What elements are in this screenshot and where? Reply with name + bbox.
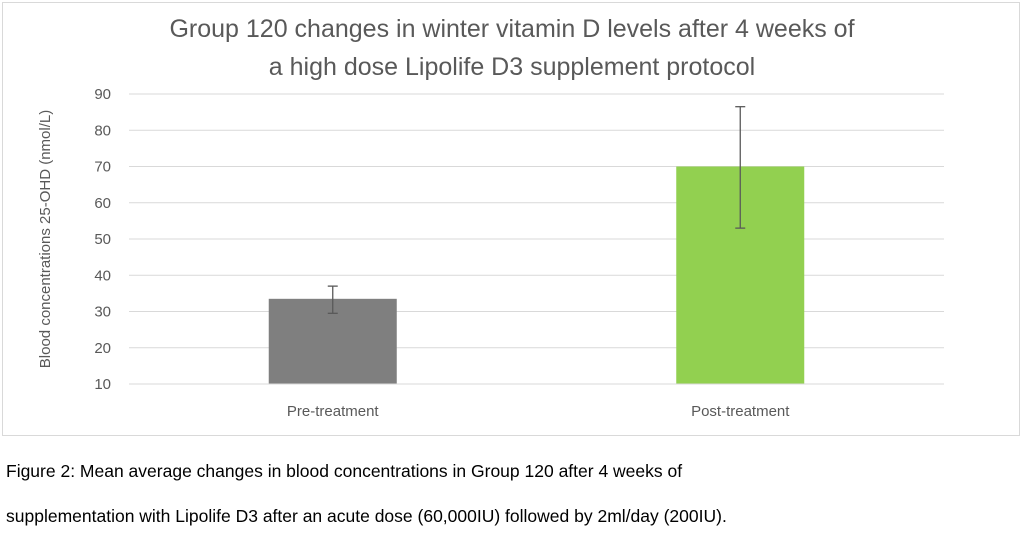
- chart-title-line-1: Group 120 changes in winter vitamin D le…: [169, 15, 855, 43]
- y-tick-label: 50: [94, 231, 111, 248]
- y-tick-label: 60: [94, 195, 111, 212]
- x-category-label: Post-treatment: [691, 403, 790, 420]
- bar-chart: 10 20 30 40 50 60 70 80 90 Blood concentrations 2…: [37, 86, 944, 420]
- y-tick-label: 90: [94, 86, 111, 103]
- y-tick-label: 40: [94, 267, 111, 284]
- y-tick-label: 20: [94, 340, 111, 357]
- y-axis-label: Blood concentrations 25-OHD (nmol/L): [37, 110, 54, 368]
- y-tick-label: 70: [94, 159, 111, 176]
- y-tick-label: 30: [94, 304, 111, 321]
- figure-caption-line-1: Figure 2: Mean average changes in blood …: [6, 461, 683, 481]
- y-tick-label: 80: [94, 122, 111, 139]
- chart-title-line-2: a high dose Lipolife D3 supplement proto…: [268, 53, 756, 81]
- y-tick-label: 10: [94, 376, 111, 393]
- x-category-label: Pre-treatment: [287, 403, 380, 420]
- figure-caption-line-2: supplementation with Lipolife D3 after a…: [6, 506, 727, 526]
- chart-frame: [2, 2, 1020, 436]
